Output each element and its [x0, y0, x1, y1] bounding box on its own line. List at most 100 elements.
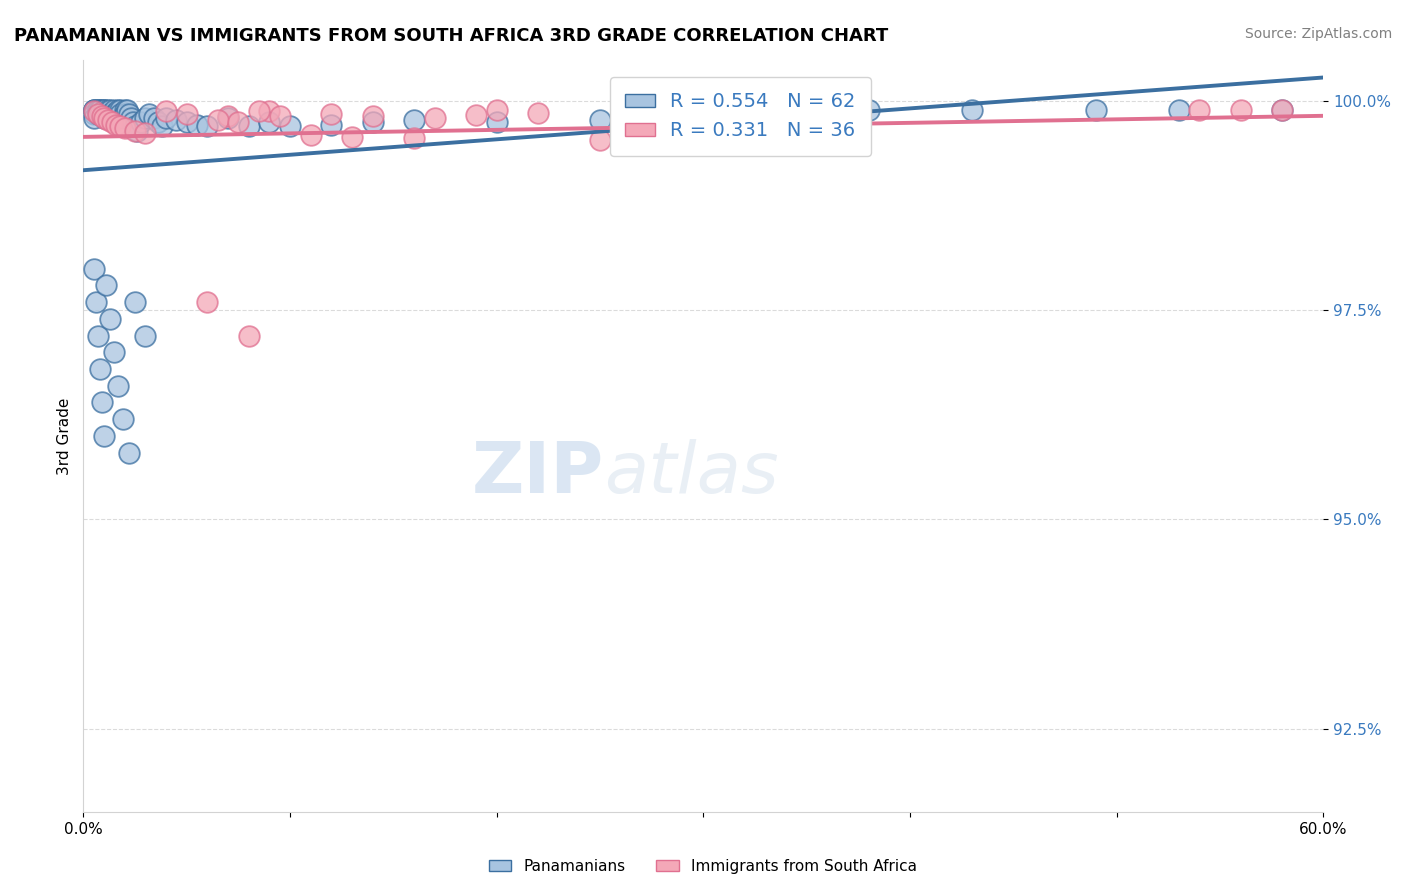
Point: [110, 103, 132, 117]
Point: [101, 111, 124, 125]
Point: [134, 126, 156, 140]
Point: [93, 107, 115, 121]
Y-axis label: 3rd Grade: 3rd Grade: [58, 397, 72, 475]
Point: [142, 111, 165, 125]
Point: [94, 278, 117, 293]
Point: [118, 107, 141, 121]
Point: [155, 104, 177, 119]
Point: [269, 110, 291, 124]
Text: PANAMANIAN VS IMMIGRANTS FROM SOUTH AFRICA 3RD GRADE CORRELATION CHART: PANAMANIAN VS IMMIGRANTS FROM SOUTH AFRI…: [14, 27, 889, 45]
Point: [238, 120, 260, 134]
Point: [134, 328, 156, 343]
Point: [402, 112, 425, 127]
Point: [361, 115, 384, 129]
Point: [124, 120, 146, 134]
Point: [1167, 103, 1189, 117]
Point: [589, 112, 612, 127]
Point: [105, 111, 128, 125]
Point: [118, 445, 141, 459]
Point: [103, 107, 125, 121]
Point: [134, 111, 156, 125]
Point: [83, 103, 105, 117]
Point: [176, 107, 198, 121]
Point: [107, 103, 129, 117]
Point: [207, 112, 229, 127]
Point: [124, 295, 146, 310]
Point: [93, 103, 115, 117]
Point: [93, 429, 115, 443]
Point: [321, 118, 343, 132]
Point: [90, 110, 112, 124]
Point: [527, 106, 550, 120]
Point: [226, 115, 249, 129]
Point: [146, 115, 169, 129]
Point: [423, 111, 446, 125]
Point: [858, 103, 880, 117]
Point: [186, 118, 208, 132]
Point: [89, 107, 111, 121]
Point: [83, 103, 105, 117]
Point: [176, 115, 198, 129]
Point: [124, 123, 146, 137]
Point: [1271, 103, 1294, 117]
Point: [278, 120, 301, 134]
Text: atlas: atlas: [605, 439, 779, 508]
Point: [89, 103, 111, 117]
Point: [195, 295, 218, 310]
Point: [195, 120, 218, 134]
Point: [1084, 103, 1107, 117]
Point: [238, 328, 260, 343]
Point: [83, 261, 105, 276]
Point: [485, 103, 508, 117]
Point: [84, 295, 107, 310]
Point: [114, 121, 136, 136]
Legend: R = 0.554   N = 62, R = 0.331   N = 36: R = 0.554 N = 62, R = 0.331 N = 36: [610, 77, 872, 156]
Point: [1271, 103, 1294, 117]
Point: [103, 103, 125, 117]
Point: [361, 110, 384, 124]
Point: [97, 103, 120, 117]
Point: [107, 378, 129, 392]
Point: [321, 107, 343, 121]
Point: [111, 412, 134, 426]
Point: [83, 111, 105, 125]
Legend: Panamanians, Immigrants from South Africa: Panamanians, Immigrants from South Afric…: [482, 853, 924, 880]
Point: [97, 112, 120, 127]
Point: [93, 111, 115, 125]
Point: [465, 108, 488, 122]
Point: [93, 103, 115, 117]
Point: [93, 111, 115, 125]
Point: [115, 103, 138, 117]
Text: Source: ZipAtlas.com: Source: ZipAtlas.com: [1244, 27, 1392, 41]
Point: [692, 135, 714, 149]
Point: [138, 107, 160, 121]
Point: [114, 107, 136, 121]
Point: [98, 311, 121, 326]
Point: [155, 111, 177, 125]
Point: [259, 104, 281, 119]
Point: [97, 107, 120, 121]
Point: [259, 115, 281, 129]
Point: [89, 362, 111, 376]
Point: [98, 103, 121, 117]
Point: [103, 345, 125, 359]
Point: [402, 131, 425, 145]
Point: [87, 103, 110, 117]
Point: [1229, 103, 1251, 117]
Point: [299, 128, 322, 142]
Point: [129, 115, 152, 129]
Point: [485, 115, 508, 129]
Point: [83, 107, 105, 121]
Point: [83, 103, 105, 117]
Point: [796, 136, 818, 151]
Point: [93, 103, 115, 117]
Point: [122, 115, 145, 129]
Point: [110, 107, 132, 121]
Point: [114, 103, 136, 117]
Point: [101, 115, 124, 129]
Point: [87, 107, 110, 121]
Point: [87, 103, 110, 117]
Point: [589, 133, 612, 147]
Point: [105, 118, 128, 132]
Point: [87, 107, 110, 121]
